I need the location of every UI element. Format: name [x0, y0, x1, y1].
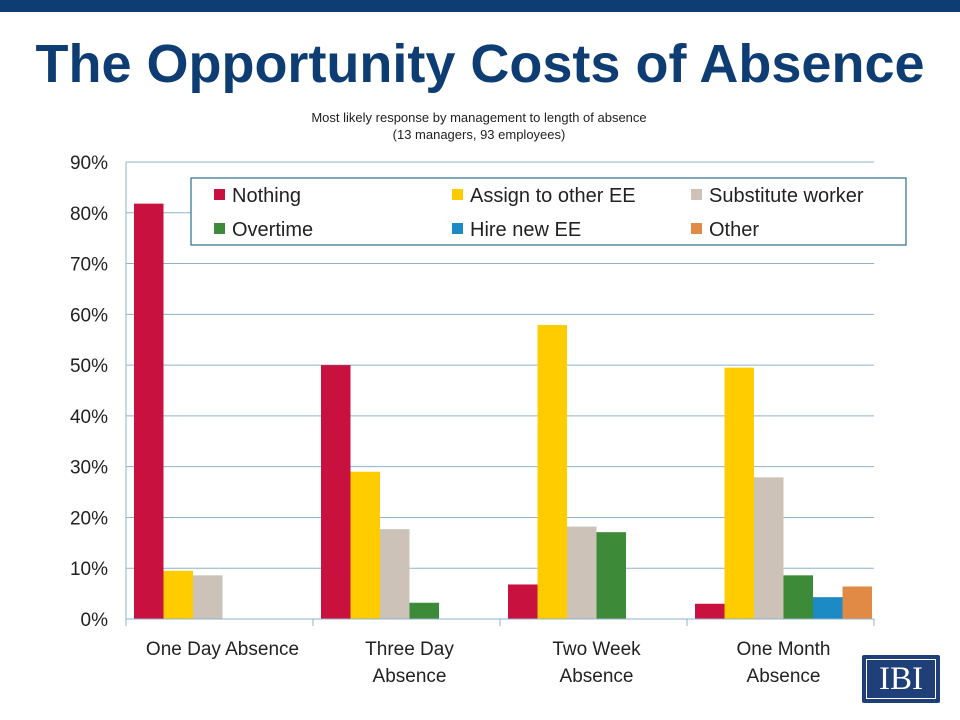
legend-label: Other — [709, 219, 759, 241]
y-tick-label: 70% — [70, 255, 108, 276]
legend-swatch — [452, 223, 463, 234]
legend-swatch — [214, 189, 225, 200]
bar — [842, 586, 872, 619]
y-tick-label: 60% — [70, 305, 108, 326]
bar — [783, 575, 813, 619]
axes — [125, 162, 875, 626]
bar — [567, 526, 597, 619]
x-category-label: One Month — [737, 639, 831, 660]
legend-label: Assign to other EE — [470, 185, 636, 207]
bar — [321, 365, 351, 619]
y-tick-label: 30% — [70, 458, 108, 479]
x-category-label: Three Day — [365, 639, 454, 660]
legend-swatch — [691, 223, 702, 234]
bar — [380, 529, 410, 619]
legend-swatch — [214, 223, 225, 234]
bar — [350, 471, 380, 619]
slide-title: The Opportunity Costs of Absence — [35, 34, 925, 94]
bars — [134, 203, 872, 620]
bar — [508, 584, 538, 619]
legend-swatch — [452, 189, 463, 200]
y-tick-label: 20% — [70, 508, 108, 529]
x-axis-labels: One Day Absence Three Day Absence Two Week A… — [146, 639, 831, 687]
y-tick-label: 40% — [70, 407, 108, 428]
x-category-label: Absence — [747, 666, 821, 687]
legend-label: Hire new EE — [470, 219, 581, 241]
bar — [409, 602, 439, 619]
x-category-label: Absence — [560, 666, 634, 687]
y-tick-label: 50% — [70, 356, 108, 377]
legend-label: Substitute worker — [709, 185, 864, 207]
legend-label: Nothing — [232, 185, 301, 207]
bar — [134, 203, 164, 620]
x-category-label: Two Week — [552, 639, 641, 660]
chart-subtitle: (13 managers, 93 employees) — [393, 127, 566, 142]
y-tick-label: 90% — [70, 153, 108, 174]
bar — [193, 575, 223, 619]
bar — [813, 597, 843, 619]
bar — [163, 570, 193, 619]
logo-text: IBI — [866, 659, 936, 699]
chart-title: Most likely response by management to le… — [311, 110, 646, 125]
bar — [537, 324, 567, 619]
top-banner-bar — [0, 0, 960, 12]
ibi-logo: IBI — [862, 655, 940, 703]
bar — [754, 477, 784, 619]
legend-box — [190, 177, 907, 246]
y-tick-label: 80% — [70, 204, 108, 225]
bar — [596, 532, 626, 619]
y-tick-label: 10% — [70, 559, 108, 580]
bar — [724, 367, 754, 619]
x-category-label: Absence — [373, 666, 447, 687]
y-tick-label: 0% — [81, 610, 109, 631]
x-category-label: One Day Absence — [146, 639, 299, 660]
chart-legend: Nothing Assign to other EE Substitute work… — [190, 177, 907, 246]
bar — [695, 603, 725, 619]
legend-label: Overtime — [232, 219, 313, 241]
y-axis-ticks: 0% 10% 20% 30% 40% 50% 60% 70% 80% 90% — [70, 153, 108, 631]
legend-swatch — [691, 189, 702, 200]
